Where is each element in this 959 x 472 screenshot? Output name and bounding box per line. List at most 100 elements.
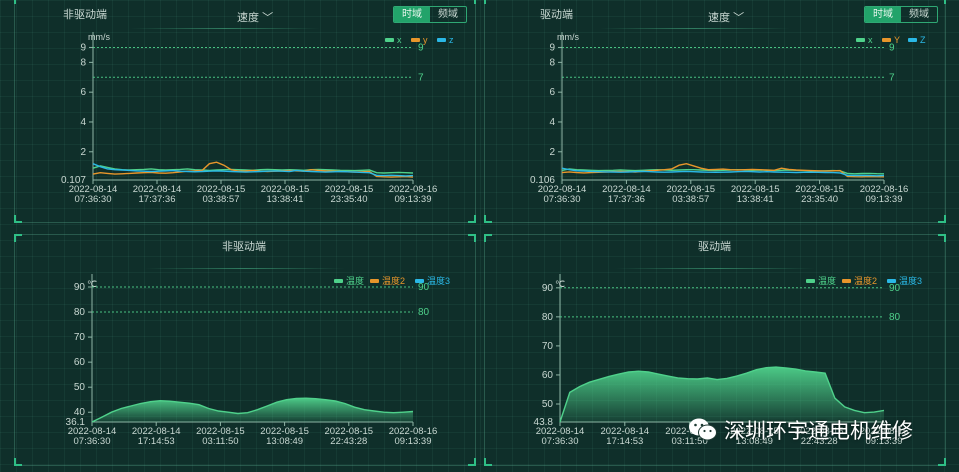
legend-swatch	[415, 279, 424, 283]
panel-drive-temperature	[484, 234, 946, 466]
panel-title: 非驱动端	[222, 241, 266, 253]
x-tick-date: 2022-08-16	[389, 184, 438, 195]
y-tick-label: 60	[74, 357, 86, 368]
y-tick-label: 50	[542, 399, 554, 410]
x-tick-date: 2022-08-15	[325, 184, 374, 195]
y-tick-label: 9	[80, 42, 86, 53]
x-tick-date: 2022-08-14	[69, 184, 118, 195]
x-tick-time: 09:13:39	[866, 436, 903, 447]
dropdown-value: 速度	[708, 12, 730, 24]
legend-swatch	[411, 38, 420, 42]
tab-time-domain[interactable]: 时域	[394, 7, 430, 22]
y-tick-label: 2	[80, 147, 86, 158]
legend-label: 温度2	[854, 275, 877, 286]
tab-frequency-domain[interactable]: 频域	[438, 9, 458, 20]
x-tick-date: 2022-08-14	[132, 426, 181, 437]
y-axis-unit: ℃	[555, 279, 565, 289]
x-tick-date: 2022-08-14	[538, 184, 587, 195]
x-tick-date: 2022-08-16	[860, 426, 909, 437]
x-tick-time: 13:38:41	[267, 194, 304, 205]
y-tick-label: 40	[74, 407, 86, 418]
x-tick-time: 13:08:49	[736, 436, 773, 447]
x-tick-date: 2022-08-15	[665, 426, 714, 437]
x-tick-date: 2022-08-15	[795, 184, 844, 195]
x-tick-time: 13:08:49	[266, 436, 303, 447]
measure-dropdown[interactable]: 速度 ﹀	[708, 9, 744, 25]
x-tick-time: 03:38:57	[672, 194, 709, 205]
y-axis-unit: mm/s	[88, 32, 110, 42]
legend-label: 温度	[818, 275, 836, 286]
panel-title: 驱动端	[698, 241, 731, 253]
y-tick-label: 70	[74, 332, 86, 343]
x-tick-date: 2022-08-15	[261, 184, 310, 195]
legend-label: x	[397, 35, 402, 45]
legend-label: 温度	[346, 275, 364, 286]
series-line-温度	[91, 397, 414, 423]
x-tick-date: 2022-08-15	[666, 184, 715, 195]
area-fill-温度	[560, 367, 884, 422]
legend-swatch	[856, 38, 865, 42]
threshold-label: 80	[889, 312, 901, 323]
legend-swatch	[908, 38, 917, 42]
threshold-label: 7	[418, 72, 424, 83]
x-tick-time: 17:37:36	[608, 194, 645, 205]
area-fill-温度	[92, 398, 413, 422]
title-underline	[615, 268, 815, 269]
legend-swatch	[334, 279, 343, 283]
legend-swatch	[806, 279, 815, 283]
y-tick-label: 9	[549, 42, 555, 53]
x-tick-time: 13:38:41	[737, 194, 774, 205]
x-tick-time: 07:36:30	[544, 194, 581, 205]
x-tick-date: 2022-08-16	[389, 426, 438, 437]
x-tick-time: 03:11:50	[202, 436, 238, 447]
legend-swatch	[842, 279, 851, 283]
x-tick-time: 09:13:39	[395, 194, 432, 205]
panel-drive-vibration	[484, 0, 946, 223]
x-tick-date: 2022-08-15	[731, 184, 780, 195]
y-tick-label: 60	[542, 370, 554, 381]
y-tick-label: 90	[74, 282, 86, 293]
y-min-label: 0.106	[530, 175, 555, 186]
threshold-label: 9	[889, 42, 895, 53]
y-tick-label: 50	[74, 382, 86, 393]
domain-toggle[interactable]: 时域 频域	[393, 6, 467, 23]
x-tick-time: 22:43:28	[801, 436, 838, 447]
domain-toggle[interactable]: 时域 频域	[864, 6, 938, 23]
panel-title: 驱动端	[540, 9, 573, 21]
x-tick-date: 2022-08-15	[196, 426, 245, 437]
x-tick-time: 03:38:57	[203, 194, 240, 205]
y-min-label: 43.8	[534, 417, 554, 428]
legend-label: 温度2	[382, 275, 405, 286]
x-tick-time: 07:36:30	[75, 194, 112, 205]
tab-frequency-domain[interactable]: 频域	[909, 9, 929, 20]
watermark: 深圳环宇通电机维修	[688, 415, 913, 445]
wechat-icon	[689, 418, 717, 441]
x-tick-time: 09:13:39	[395, 436, 432, 447]
y-min-label: 36.1	[66, 417, 86, 428]
x-tick-time: 07:36:30	[542, 436, 579, 447]
chevron-down-icon: ﹀	[262, 12, 274, 24]
x-tick-date: 2022-08-14	[68, 426, 117, 437]
legend-label: 温度3	[899, 275, 922, 286]
title-underline	[130, 28, 320, 29]
x-tick-time: 17:14:53	[606, 436, 643, 447]
x-tick-time: 17:37:36	[139, 194, 176, 205]
chevron-down-icon: ﹀	[733, 12, 745, 24]
y-min-label: 0.107	[61, 175, 86, 186]
x-tick-time: 23:35:40	[801, 194, 838, 205]
measure-dropdown[interactable]: 速度 ﹀	[237, 9, 273, 25]
x-tick-date: 2022-08-14	[133, 184, 182, 195]
legend-label: Y	[894, 35, 900, 45]
y-tick-label: 70	[542, 341, 554, 352]
x-tick-time: 03:11:50	[671, 436, 707, 447]
threshold-label: 90	[418, 282, 430, 293]
x-tick-time: 23:35:40	[331, 194, 368, 205]
tab-time-domain[interactable]: 时域	[865, 7, 901, 22]
threshold-label: 80	[418, 307, 430, 318]
series-line-z	[92, 163, 414, 177]
y-tick-label: 90	[542, 283, 554, 294]
legend-swatch	[370, 279, 379, 283]
series-line-Z	[561, 167, 885, 177]
